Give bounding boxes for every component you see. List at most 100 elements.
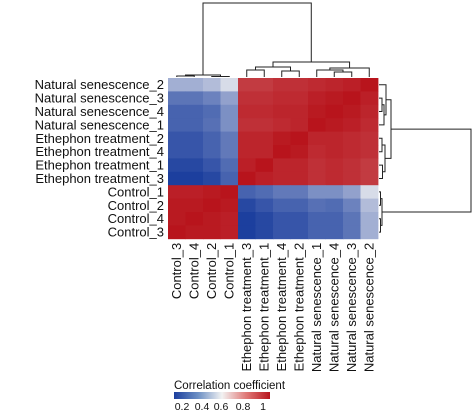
heatmap-cell bbox=[343, 171, 361, 186]
heatmap-cell bbox=[168, 118, 186, 132]
heatmap-cell bbox=[255, 212, 274, 226]
heatmap-cell bbox=[343, 145, 361, 159]
heatmap-cell bbox=[343, 131, 361, 146]
heatmap-cell bbox=[273, 91, 291, 106]
heatmap-cell bbox=[168, 104, 186, 119]
heatmap-cell bbox=[185, 131, 204, 146]
row-label: Control_1 bbox=[108, 184, 164, 199]
heatmap-cell bbox=[203, 145, 221, 159]
heatmap-cell bbox=[360, 225, 379, 240]
heatmap-cell bbox=[308, 171, 326, 186]
heatmap-cell bbox=[168, 131, 186, 146]
column-label: Ethephon treatment_3 bbox=[239, 243, 254, 372]
heatmap-cell bbox=[255, 225, 274, 240]
heatmap-cell bbox=[255, 171, 274, 186]
column-label: Control_1 bbox=[222, 243, 237, 299]
heatmap-cell bbox=[238, 91, 256, 106]
column-labels: Control_3 Control_4 Control_2 Control_1 Ethe… bbox=[169, 243, 377, 372]
heatmap-cell bbox=[343, 212, 361, 226]
heatmap-cell bbox=[308, 158, 326, 173]
heatmap-cell bbox=[290, 91, 309, 106]
row-label: Natural senescence_4 bbox=[35, 104, 164, 119]
heatmap-cell bbox=[360, 198, 379, 213]
heatmap-cell bbox=[290, 185, 309, 199]
heatmap-cell bbox=[273, 171, 291, 186]
heatmap-cell bbox=[203, 131, 221, 146]
heatmap-cell bbox=[220, 131, 239, 146]
heatmap-cell bbox=[238, 198, 256, 213]
heatmap-cell bbox=[308, 212, 326, 226]
legend-tick-label: 0.8 bbox=[236, 401, 251, 413]
heatmap-cell bbox=[325, 212, 344, 226]
heatmap-cell bbox=[185, 185, 204, 199]
row-label: Natural senescence_3 bbox=[35, 91, 164, 106]
heatmap-cell bbox=[255, 78, 274, 92]
heatmap-cell bbox=[290, 131, 309, 146]
row-label: Ethephon treatment_1 bbox=[35, 158, 164, 173]
dendrogram-branch bbox=[382, 128, 472, 213]
heatmap-cell bbox=[238, 158, 256, 173]
column-label: Natural senescence_2 bbox=[362, 243, 377, 372]
legend-tick-label: 0.2 bbox=[175, 401, 190, 413]
heatmap-cell bbox=[185, 212, 204, 226]
heatmap-cell bbox=[273, 158, 291, 173]
heatmap-cell bbox=[360, 118, 379, 132]
column-label: Ethephon treatment_2 bbox=[292, 243, 307, 372]
heatmap-cell bbox=[255, 91, 274, 106]
heatmap-cell bbox=[255, 131, 274, 146]
heatmap-cell bbox=[343, 198, 361, 213]
heatmap-cell bbox=[203, 225, 221, 240]
row-label: Ethephon treatment_4 bbox=[35, 144, 164, 159]
dendrogram-branch bbox=[202, 2, 312, 75]
heatmap-cell bbox=[220, 145, 239, 159]
heatmap-cell bbox=[325, 158, 344, 173]
heatmap-cell bbox=[360, 91, 379, 106]
heatmap-cell bbox=[220, 91, 239, 106]
column-label: Natural senescence_1 bbox=[309, 243, 324, 372]
heatmap-cell bbox=[308, 225, 326, 240]
heatmap-cell bbox=[290, 171, 309, 186]
row-label: Natural senescence_2 bbox=[35, 77, 164, 92]
dendrogram-branch bbox=[211, 76, 230, 77]
heatmap-cell bbox=[290, 118, 309, 132]
heatmap-cell bbox=[343, 225, 361, 240]
legend-title: Correlation coefficient bbox=[174, 380, 286, 392]
heatmap-cell bbox=[185, 225, 204, 240]
legend-tick-label: 1 bbox=[260, 401, 266, 413]
column-label: Ethephon treatment_1 bbox=[257, 243, 272, 372]
column-label: Control_4 bbox=[187, 243, 202, 299]
heatmap-cell bbox=[255, 158, 274, 173]
dendrogram-branch bbox=[246, 69, 265, 77]
heatmap-cell bbox=[308, 185, 326, 199]
heatmap-cell bbox=[203, 104, 221, 119]
heatmap-cell bbox=[290, 225, 309, 240]
heatmap-cell bbox=[325, 171, 344, 186]
heatmap-cell bbox=[168, 78, 186, 92]
heatmap-cell bbox=[273, 131, 291, 146]
row-label: Natural senescence_1 bbox=[35, 117, 164, 132]
heatmap-cell bbox=[360, 104, 379, 119]
legend-tick-label: 0.6 bbox=[214, 401, 229, 413]
heatmap-cell bbox=[255, 118, 274, 132]
dendrogram-branch bbox=[379, 218, 381, 233]
heatmap-cell bbox=[255, 104, 274, 119]
heatmap-cell bbox=[325, 118, 344, 132]
heatmap-cell bbox=[168, 145, 186, 159]
heatmap-cell bbox=[273, 198, 291, 213]
heatmap-cell bbox=[308, 104, 326, 119]
heatmap-cell bbox=[290, 198, 309, 213]
row-label: Ethephon treatment_2 bbox=[35, 131, 164, 146]
heatmap-cell bbox=[343, 118, 361, 132]
heatmap-cell bbox=[220, 212, 239, 226]
heatmap-cell bbox=[203, 212, 221, 226]
heatmap-cell bbox=[343, 78, 361, 92]
heatmap-cell bbox=[168, 185, 186, 199]
heatmap-cell bbox=[308, 198, 326, 213]
heatmap-cell bbox=[203, 171, 221, 186]
heatmap-cell bbox=[220, 158, 239, 173]
heatmap-cell bbox=[360, 131, 379, 146]
heatmap-cell bbox=[238, 225, 256, 240]
heatmap-cell bbox=[290, 212, 309, 226]
